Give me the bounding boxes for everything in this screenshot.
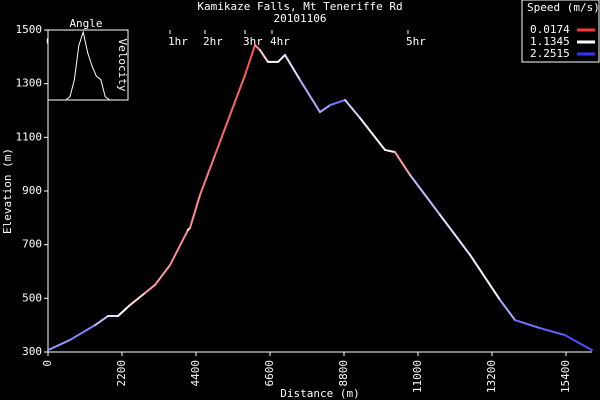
x-tick-label: 6600 xyxy=(263,360,276,387)
x-tick-label: 11000 xyxy=(411,360,424,393)
profile-segment xyxy=(244,44,256,77)
y-tick-label: 1500 xyxy=(16,23,43,36)
x-tick-label: 15400 xyxy=(559,360,572,393)
profile-segment xyxy=(214,114,232,157)
time-tick-label: 4hr xyxy=(270,35,290,48)
x-axis-label: Distance (m) xyxy=(280,387,359,400)
x-tick-label: 2200 xyxy=(115,360,128,387)
y-tick-label: 300 xyxy=(22,345,42,358)
x-tick-label: 4400 xyxy=(189,360,202,387)
time-tick-label: 1hr xyxy=(168,35,188,48)
profile-segment xyxy=(319,104,332,114)
time-tick-label: 5hr xyxy=(406,35,426,48)
profile-segment xyxy=(538,327,566,337)
legend-label: 0.0174 xyxy=(530,23,570,36)
chart-subtitle: 20101106 xyxy=(274,12,327,25)
y-tick-label: 900 xyxy=(22,184,42,197)
x-tick-label: 8800 xyxy=(337,360,350,387)
profile-segment xyxy=(514,319,541,330)
profile-segment xyxy=(469,253,502,301)
profile-segment xyxy=(144,283,156,294)
profile-segment xyxy=(93,315,110,327)
profile-segment xyxy=(47,338,71,352)
profile-segment xyxy=(277,53,287,63)
profile-segment xyxy=(68,324,96,341)
y-tick-label: 1100 xyxy=(16,130,43,143)
time-tick-label: 2hr xyxy=(203,35,223,48)
y-axis-label: Elevation (m) xyxy=(1,148,14,234)
profile-segment xyxy=(259,49,269,63)
y-tick-label: 500 xyxy=(22,291,42,304)
profile-segment xyxy=(116,304,132,318)
profile-segment xyxy=(359,117,387,151)
x-tick-label: 13200 xyxy=(485,360,498,393)
profile-segment xyxy=(329,99,347,107)
time-tick-label: 3hr xyxy=(243,35,263,48)
profile-segment xyxy=(229,74,247,117)
profile-segment xyxy=(384,148,396,154)
inset-title: Angle xyxy=(69,17,102,30)
profile-segment xyxy=(253,44,262,52)
profile-segment xyxy=(393,151,411,176)
profile-segment xyxy=(153,264,171,286)
profile-segment xyxy=(499,298,517,322)
profile-segment xyxy=(438,213,472,256)
profile-segment xyxy=(408,173,441,216)
legend-label: 2.2515 xyxy=(530,47,570,60)
inset-box xyxy=(47,29,129,101)
profile-segment xyxy=(563,334,593,352)
profile-segment xyxy=(284,53,302,81)
x-tick-label: 0 xyxy=(41,360,54,367)
profile-segment xyxy=(199,154,217,197)
legend-label: 1.1345 xyxy=(530,35,570,48)
profile-segment xyxy=(168,228,189,267)
chart-title: Kamikaze Falls, Mt Teneriffe Rd xyxy=(197,0,402,13)
inset-curve xyxy=(48,30,114,101)
inset-ylabel: Velocity xyxy=(116,39,129,92)
y-tick-label: 1300 xyxy=(16,77,43,90)
profile-segment xyxy=(129,291,147,307)
profile-segment xyxy=(299,78,322,114)
profile-segment xyxy=(344,99,362,120)
y-tick-label: 700 xyxy=(22,238,42,251)
legend-title: Speed (m/s) xyxy=(527,1,600,14)
profile-segment xyxy=(188,194,202,230)
